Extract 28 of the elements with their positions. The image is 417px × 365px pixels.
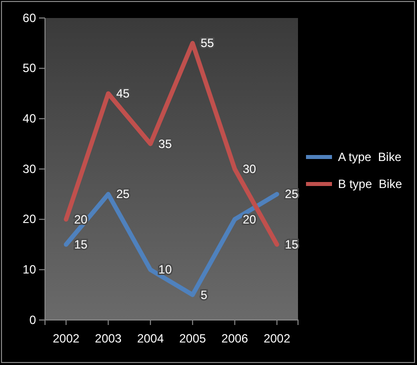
- data-label: 35: [158, 136, 172, 151]
- x-tick-label: 2002: [264, 331, 291, 346]
- data-label: 20: [242, 212, 256, 226]
- data-label: 15: [74, 238, 88, 252]
- data-label: 55: [200, 36, 214, 50]
- y-tick-label: 0: [29, 312, 36, 327]
- y-tick-label: 30: [22, 162, 36, 176]
- data-label: 30: [242, 162, 256, 176]
- data-label: 25: [284, 187, 299, 202]
- data-label: 25: [116, 187, 130, 202]
- x-tick-label: 2006: [221, 331, 248, 346]
- x-tick-label: 2003: [94, 331, 122, 346]
- line-series: [64, 40, 280, 247]
- data-label: 45: [116, 86, 130, 100]
- data-label: 10: [158, 262, 172, 277]
- x-tick-label: 2005: [179, 331, 206, 346]
- x-tick-label: 2002: [52, 331, 80, 346]
- y-tick-label: 50: [22, 61, 36, 76]
- x-tick-label: 2004: [137, 331, 164, 346]
- y-tick-label: 20: [22, 212, 36, 226]
- y-tick-label: 60: [22, 10, 36, 25]
- y-tick-label: 10: [22, 262, 36, 277]
- data-label: 5: [200, 288, 208, 302]
- data-label: 15: [284, 238, 299, 252]
- legend-label: A type Bike: [338, 150, 402, 164]
- line-series: [64, 192, 280, 298]
- y-tick-label: 40: [22, 112, 36, 126]
- legend-label: B type Bike: [338, 177, 402, 191]
